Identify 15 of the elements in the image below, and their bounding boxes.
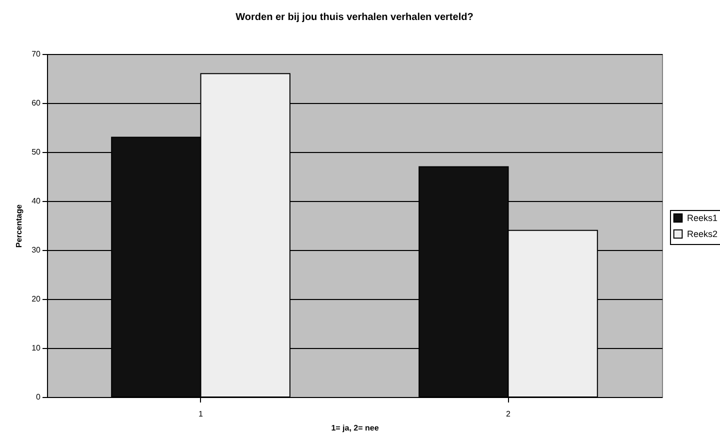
y-tick-label: 70 [32,50,42,58]
y-tick-label: 40 [32,196,42,206]
y-tick-label: 0 [36,392,42,402]
y-tick-label: 30 [32,246,42,254]
y-tick-label: 60 [32,98,42,108]
y-tick-label: 10 [32,344,42,352]
y-tick-label: 50 [32,148,42,156]
x-axis-title: 1= ja, 2= nee [331,424,380,432]
chart-title: Worden er bij jou thuis verhalen verhalen verteld? [236,12,474,23]
y-axis-title: Percentage [14,204,24,248]
legend-label: Reeks1 [687,213,718,223]
y-tick-label: 20 [32,294,42,304]
x-tick-label: 1 [198,410,204,418]
x-tick-label: 2 [506,410,512,418]
legend-label: Reeks2 [687,229,718,239]
